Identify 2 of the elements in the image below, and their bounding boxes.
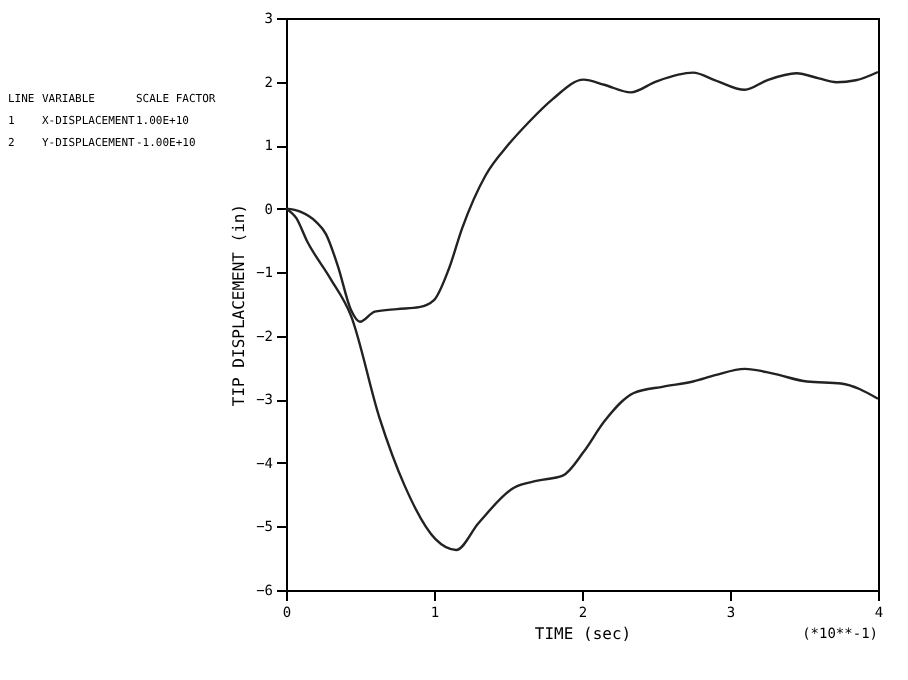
x-axis-title: TIME (sec) — [534, 625, 632, 643]
y-axis-title: TIP DISPLACEMENT (in) — [230, 203, 249, 407]
